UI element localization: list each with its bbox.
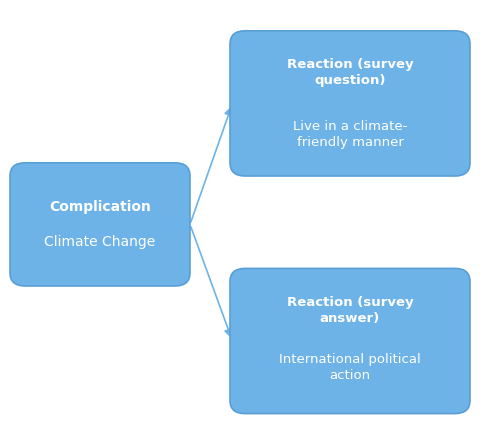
- FancyBboxPatch shape: [230, 31, 470, 176]
- Text: Climate Change: Climate Change: [44, 235, 156, 249]
- Text: Complication: Complication: [49, 200, 151, 214]
- Text: Reaction (survey
question): Reaction (survey question): [286, 58, 414, 87]
- Text: Reaction (survey
answer): Reaction (survey answer): [286, 296, 414, 325]
- Text: Live in a climate-
friendly manner: Live in a climate- friendly manner: [293, 120, 407, 149]
- FancyBboxPatch shape: [10, 163, 190, 286]
- FancyBboxPatch shape: [230, 268, 470, 414]
- Text: International political
action: International political action: [279, 353, 421, 382]
